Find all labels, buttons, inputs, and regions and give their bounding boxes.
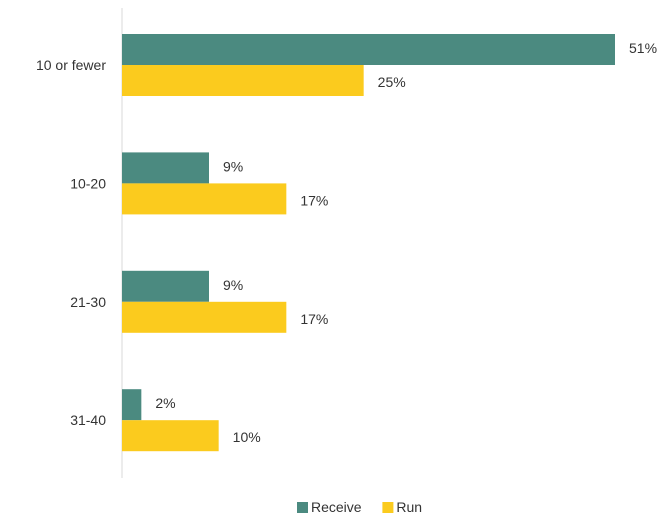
bar-receive-10-or-fewer	[122, 34, 615, 65]
data-label-run-10-or-fewer: 25%	[378, 74, 406, 90]
category-label-31-40: 31-40	[70, 412, 106, 428]
bar-receive-31-40	[122, 389, 142, 421]
category-label-10-or-fewer: 10 or fewer	[36, 57, 106, 73]
legend-swatch-receive	[297, 502, 308, 513]
data-label-run-31-40: 10%	[233, 429, 261, 445]
category-label-21-30: 21-30	[70, 294, 106, 310]
bars	[122, 34, 615, 452]
bar-run-10-or-fewer	[122, 65, 364, 96]
bar-run-31-40	[122, 420, 219, 452]
legend-label-run: Run	[396, 499, 422, 515]
data-label-receive-31-40: 2%	[155, 395, 175, 411]
data-label-receive-10-20: 9%	[223, 158, 243, 174]
data-label-run-21-30: 17%	[300, 311, 328, 327]
legend-swatch-run	[382, 502, 394, 513]
bar-run-21-30	[122, 301, 287, 333]
data-label-receive-21-30: 9%	[223, 277, 243, 293]
legend-label-receive: Receive	[311, 499, 362, 515]
data-labels: 51% 25% 9% 17% 9% 17% 2% 10%	[155, 40, 657, 445]
data-label-run-10-20: 17%	[300, 192, 328, 208]
bar-receive-21-30	[122, 270, 209, 302]
category-label-10-20: 10-20	[70, 175, 106, 191]
category-labels: 10 or fewer 10-20 21-30 31-40	[36, 57, 106, 428]
bar-receive-10-20	[122, 152, 209, 184]
legend: Receive Run	[297, 499, 422, 515]
bar-run-10-20	[122, 183, 287, 215]
data-label-receive-10-or-fewer: 51%	[629, 40, 657, 56]
